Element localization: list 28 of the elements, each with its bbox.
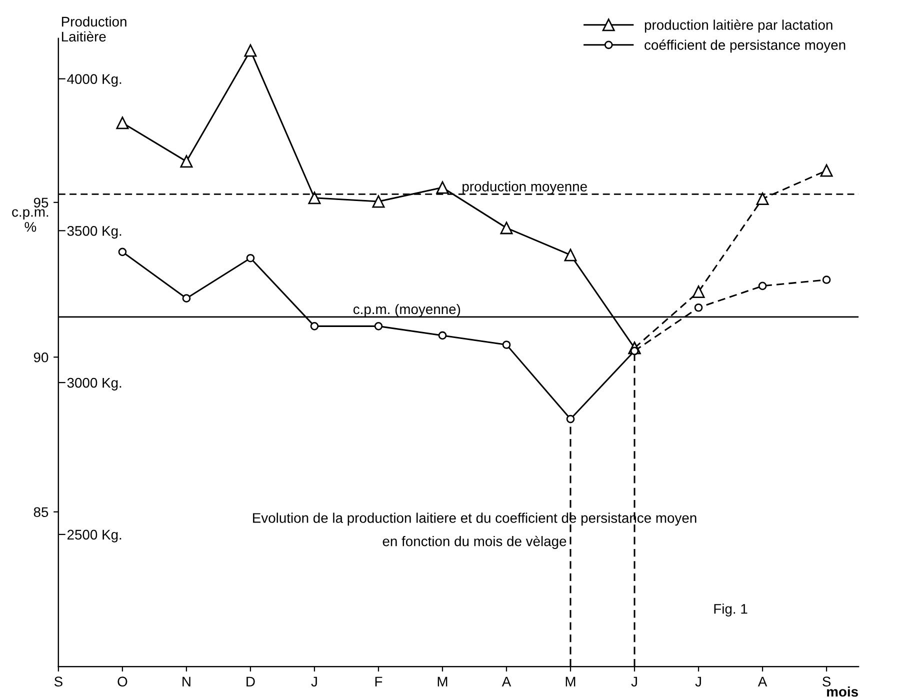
y-tick-label: 95 xyxy=(34,198,48,208)
x-tick-label: J xyxy=(695,676,701,687)
legend-label: coéfficient de persistance moyen xyxy=(644,40,846,53)
x-tick-label: J xyxy=(311,676,317,687)
y2-tick-label: 4000 Kg. xyxy=(67,74,122,87)
ref-line-label: c.p.m. (moyenne) xyxy=(353,304,460,317)
x-axis-title: mois xyxy=(827,686,858,697)
x-tick-label: J xyxy=(631,676,637,687)
x-tick-label: M xyxy=(566,676,576,686)
x-tick-label: A xyxy=(758,676,768,686)
y2-axis-title: Production Laitière xyxy=(62,16,126,42)
annotation: Fig. 1 xyxy=(714,604,748,617)
x-tick-label: D xyxy=(246,676,255,686)
y-axis-title: c.p.m. % xyxy=(12,209,48,232)
x-tick-label: O xyxy=(118,676,128,687)
y2-tick-label: 3000 Kg. xyxy=(67,378,122,390)
x-tick-label: S xyxy=(54,676,62,687)
y-tick-label: 90 xyxy=(34,352,48,362)
y2-tick-label: 2500 Kg. xyxy=(67,530,122,542)
x-tick-label: A xyxy=(502,676,512,686)
x-tick-label: M xyxy=(438,676,448,686)
y-tick-label: 85 xyxy=(34,507,48,518)
y2-tick-label: 3500 Kg. xyxy=(67,226,122,239)
x-tick-label: F xyxy=(375,676,382,686)
legend-label: production laitière par lactation xyxy=(644,19,832,33)
x-tick-label: S xyxy=(822,676,831,687)
x-tick-label: N xyxy=(182,676,190,686)
ref-line-label: production moyenne xyxy=(462,181,587,194)
